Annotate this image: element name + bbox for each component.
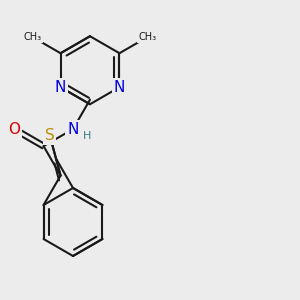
Text: CH₃: CH₃ — [23, 32, 42, 42]
Text: CH₃: CH₃ — [138, 32, 157, 42]
Text: N: N — [55, 80, 66, 95]
Text: N: N — [114, 80, 125, 95]
Text: O: O — [8, 122, 20, 136]
Text: S: S — [45, 128, 55, 143]
Text: N: N — [67, 122, 79, 136]
Text: H: H — [83, 131, 91, 141]
